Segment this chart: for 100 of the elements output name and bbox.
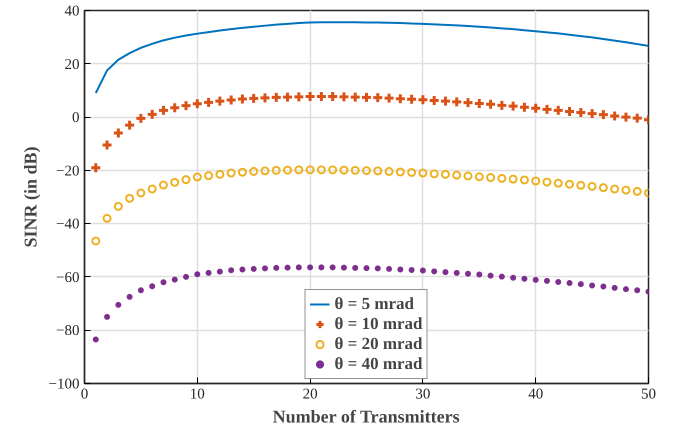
point — [126, 294, 133, 300]
point — [521, 276, 528, 282]
point — [214, 95, 226, 108]
point — [384, 166, 394, 176]
y-tick-label: 20 — [64, 56, 80, 73]
point — [262, 265, 268, 272]
point — [340, 264, 347, 271]
point — [520, 175, 529, 184]
point — [206, 270, 212, 276]
point — [249, 166, 258, 176]
point — [498, 274, 505, 280]
point — [476, 272, 482, 278]
x-tick-label: 40 — [528, 386, 544, 402]
x-tick-label: 50 — [641, 386, 656, 402]
point — [565, 180, 574, 189]
point — [555, 278, 562, 285]
point — [90, 162, 102, 174]
x-tick-label: 10 — [190, 386, 205, 402]
point — [621, 186, 630, 195]
point — [631, 112, 644, 124]
point — [339, 166, 348, 175]
point — [396, 167, 405, 176]
point — [612, 284, 618, 291]
point — [431, 268, 438, 274]
x-axis-title: Number of Transmitters — [272, 406, 460, 426]
point — [386, 266, 392, 272]
y-tick-label: −60 — [56, 270, 80, 286]
y-tick-label: −40 — [56, 216, 80, 233]
point — [632, 186, 642, 196]
point — [440, 170, 450, 179]
point — [610, 184, 620, 194]
point — [530, 102, 542, 114]
point — [260, 166, 270, 176]
point — [149, 283, 156, 290]
point — [157, 104, 170, 116]
y-tick-label: −80 — [56, 323, 80, 340]
point — [518, 101, 530, 114]
line-series — [94, 21, 648, 94]
point — [364, 265, 370, 272]
point — [508, 174, 518, 184]
point — [352, 264, 358, 271]
point — [360, 91, 372, 104]
point — [115, 302, 122, 308]
point — [168, 102, 181, 114]
point — [172, 276, 178, 283]
point — [597, 108, 610, 121]
point — [306, 165, 315, 174]
point — [465, 270, 472, 277]
point — [420, 268, 426, 274]
point — [272, 166, 281, 175]
y-tick-label: 40 — [64, 4, 80, 20]
point — [544, 278, 550, 284]
point — [328, 165, 338, 174]
point — [102, 214, 112, 223]
point — [91, 236, 100, 246]
point — [294, 165, 304, 174]
y-tick-label: −100 — [48, 376, 80, 392]
point — [114, 202, 123, 211]
point — [226, 168, 236, 178]
point — [124, 119, 136, 132]
point — [170, 178, 180, 187]
point — [318, 264, 324, 270]
point — [442, 269, 448, 276]
point — [554, 178, 563, 188]
point — [307, 264, 314, 270]
point — [600, 284, 606, 290]
point — [270, 91, 282, 104]
point — [160, 279, 166, 286]
point — [258, 92, 271, 104]
point — [484, 98, 497, 110]
point — [510, 274, 516, 281]
point — [406, 93, 418, 106]
point — [372, 92, 384, 104]
point — [531, 176, 540, 186]
point — [408, 267, 415, 273]
point — [589, 282, 596, 288]
point — [532, 276, 539, 283]
point — [586, 108, 598, 120]
point — [407, 168, 416, 177]
point — [464, 171, 473, 180]
point — [273, 264, 280, 271]
point — [228, 267, 234, 274]
point — [542, 178, 552, 187]
point — [454, 270, 460, 276]
point — [292, 90, 305, 103]
x-tick-label: 20 — [302, 386, 318, 402]
legend-label: θ = 10 mrad — [334, 314, 422, 334]
point — [397, 266, 404, 272]
point — [138, 287, 144, 294]
point — [362, 166, 371, 176]
point — [598, 183, 608, 192]
legend-label: θ = 5 mrad — [334, 294, 414, 314]
point — [216, 268, 223, 275]
point — [338, 90, 350, 103]
point — [238, 168, 247, 177]
point — [578, 281, 584, 288]
point — [430, 169, 439, 178]
point — [418, 168, 428, 178]
point — [146, 108, 158, 120]
point — [192, 172, 202, 182]
